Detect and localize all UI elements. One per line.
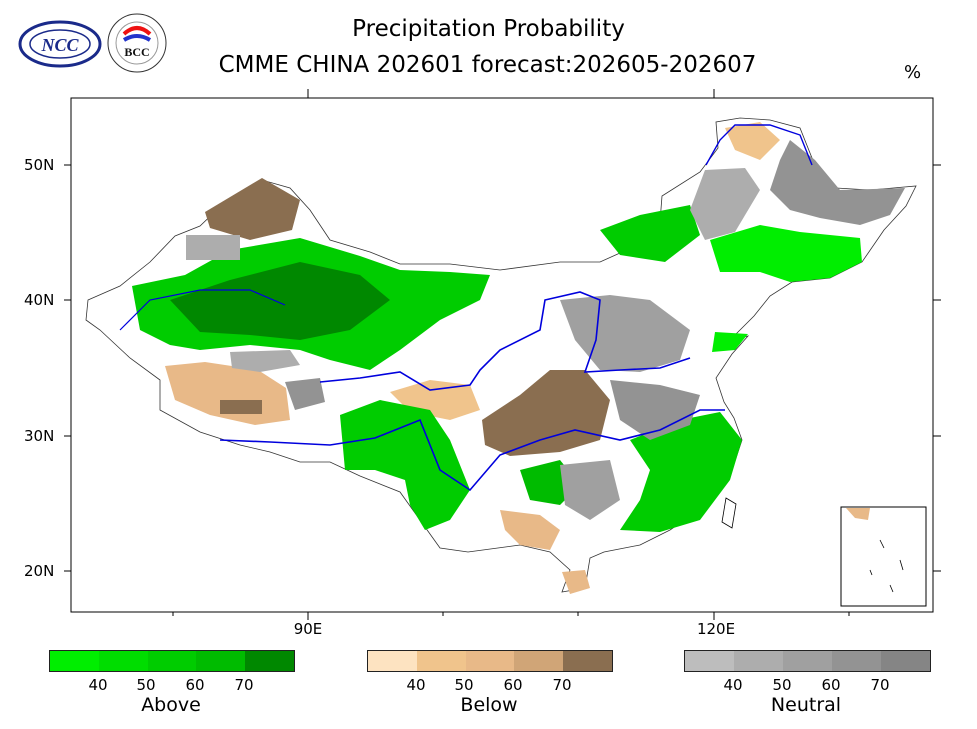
lat-label-50n: 50N — [24, 156, 55, 174]
above-region-northeast — [710, 225, 862, 282]
neutral-label: Neutral — [770, 694, 842, 716]
below-tick-70: 70 — [552, 676, 572, 694]
below-region-northeast — [725, 122, 780, 160]
lat-label-30n: 30N — [24, 427, 55, 445]
above-region-xinjiang-core — [170, 262, 390, 340]
neutral-region-west — [186, 235, 240, 260]
chart-title: Precipitation Probability — [352, 16, 625, 42]
neutral-region-inner-mongolia — [690, 168, 760, 240]
colorbar-neutral — [684, 650, 931, 672]
above-region-southeast — [620, 412, 742, 532]
below-swatch-0 — [368, 651, 417, 671]
below-swatch-1 — [416, 651, 466, 671]
neutral-region-tibet-east — [285, 378, 325, 410]
bcc-logo: BCC — [107, 13, 167, 73]
yellow-river — [319, 291, 691, 391]
neutral-region-south-central — [560, 460, 620, 520]
neutral-tick-50: 50 — [772, 676, 792, 694]
above-region-shandong — [712, 332, 748, 352]
lon-ticks — [172, 89, 850, 620]
neutral-swatch-4 — [881, 651, 930, 671]
above-swatch-2 — [147, 651, 197, 671]
above-swatch-4 — [245, 651, 294, 671]
neutral-swatch-1 — [734, 651, 783, 671]
below-tick-60: 60 — [503, 676, 523, 694]
above-region-north — [600, 205, 700, 262]
neutral-swatch-2 — [783, 651, 832, 671]
above-tick-60: 60 — [185, 676, 205, 694]
below-swatch-2 — [465, 651, 515, 671]
neutral-swatch-0 — [685, 651, 734, 671]
lat-ticks — [64, 164, 941, 572]
ncc-logo: NCC — [18, 20, 102, 68]
below-swatch-4 — [563, 651, 612, 671]
lon-label-120e: 120E — [696, 620, 736, 638]
lon-label-90e: 90E — [293, 620, 323, 638]
below-region-northwest — [205, 178, 300, 240]
colorbar-below — [367, 650, 613, 672]
above-region-southwest — [340, 400, 470, 530]
below-region-south — [500, 510, 560, 550]
colorbar-above — [49, 650, 295, 672]
neutral-region-north-china — [560, 295, 690, 372]
neutral-swatch-3 — [832, 651, 881, 671]
taiwan — [721, 497, 737, 529]
above-swatch-0 — [50, 651, 99, 671]
inset-islands — [869, 539, 904, 593]
yangtze-river — [219, 409, 725, 492]
below-tick-40: 40 — [406, 676, 426, 694]
below-region-tibet-core — [220, 400, 262, 414]
above-tick-70: 70 — [234, 676, 254, 694]
neutral-tick-40: 40 — [723, 676, 743, 694]
below-swatch-3 — [514, 651, 564, 671]
neutral-region-east — [610, 380, 700, 440]
above-tick-40: 40 — [88, 676, 108, 694]
lat-label-40n: 40N — [24, 291, 55, 309]
lat-label-20n: 20N — [24, 562, 55, 580]
chart-subtitle: CMME CHINA 202601 forecast:202605-202607 — [218, 52, 757, 78]
inset-frame — [840, 506, 927, 607]
neutral-tick-70: 70 — [870, 676, 890, 694]
below-tick-50: 50 — [454, 676, 474, 694]
northeast-river — [705, 124, 813, 166]
neutral-region-qinghai — [230, 350, 300, 372]
inset-land — [846, 508, 870, 520]
above-swatch-3 — [196, 651, 246, 671]
above-swatch-1 — [98, 651, 148, 671]
below-label: Below — [460, 694, 518, 716]
ncc-logo-text: NCC — [40, 35, 79, 55]
neutral-tick-60: 60 — [821, 676, 841, 694]
neutral-region-northeast — [770, 140, 905, 225]
northwest-river — [119, 289, 286, 331]
below-region-sichuan — [482, 370, 610, 456]
unit-label: % — [904, 62, 922, 83]
bcc-logo-text: BCC — [124, 45, 149, 59]
above-tick-50: 50 — [136, 676, 156, 694]
below-region-hainan — [562, 570, 590, 594]
above-label: Above — [141, 694, 201, 716]
